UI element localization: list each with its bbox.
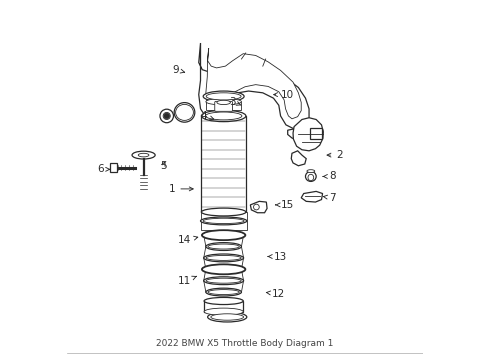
Polygon shape bbox=[288, 127, 316, 141]
Text: 14: 14 bbox=[178, 235, 198, 246]
Polygon shape bbox=[291, 151, 306, 166]
Ellipse shape bbox=[206, 265, 242, 273]
Ellipse shape bbox=[203, 218, 244, 224]
Ellipse shape bbox=[201, 110, 246, 122]
Text: 12: 12 bbox=[267, 289, 286, 299]
Ellipse shape bbox=[204, 254, 244, 262]
Circle shape bbox=[253, 204, 259, 210]
Ellipse shape bbox=[208, 267, 239, 272]
Ellipse shape bbox=[208, 244, 239, 249]
Polygon shape bbox=[250, 201, 267, 213]
Text: 4: 4 bbox=[201, 111, 214, 121]
Ellipse shape bbox=[203, 91, 244, 102]
Ellipse shape bbox=[206, 233, 241, 238]
Text: 1: 1 bbox=[169, 184, 193, 194]
Ellipse shape bbox=[308, 174, 314, 181]
Ellipse shape bbox=[206, 243, 242, 251]
Ellipse shape bbox=[204, 231, 244, 239]
FancyBboxPatch shape bbox=[206, 102, 242, 110]
Text: 13: 13 bbox=[268, 252, 287, 261]
Ellipse shape bbox=[132, 151, 155, 159]
FancyBboxPatch shape bbox=[110, 163, 117, 172]
Ellipse shape bbox=[205, 112, 242, 120]
Polygon shape bbox=[199, 43, 309, 129]
Ellipse shape bbox=[206, 278, 241, 283]
Ellipse shape bbox=[307, 170, 315, 172]
Ellipse shape bbox=[175, 104, 194, 120]
Ellipse shape bbox=[181, 109, 188, 116]
Polygon shape bbox=[206, 48, 301, 119]
Ellipse shape bbox=[178, 107, 191, 118]
Ellipse shape bbox=[200, 217, 247, 225]
Text: 5: 5 bbox=[160, 161, 167, 171]
Text: 3: 3 bbox=[229, 97, 241, 107]
Ellipse shape bbox=[208, 312, 247, 322]
Polygon shape bbox=[301, 192, 322, 202]
Text: 7: 7 bbox=[323, 193, 336, 203]
FancyBboxPatch shape bbox=[215, 102, 233, 111]
FancyBboxPatch shape bbox=[201, 116, 246, 212]
Ellipse shape bbox=[206, 99, 242, 105]
Ellipse shape bbox=[208, 289, 239, 294]
Polygon shape bbox=[293, 118, 323, 151]
Ellipse shape bbox=[206, 256, 241, 260]
Text: 6: 6 bbox=[98, 164, 110, 174]
FancyBboxPatch shape bbox=[204, 301, 243, 312]
Ellipse shape bbox=[202, 264, 245, 274]
Ellipse shape bbox=[211, 314, 244, 320]
FancyBboxPatch shape bbox=[200, 212, 247, 230]
Text: 15: 15 bbox=[275, 200, 294, 210]
Ellipse shape bbox=[206, 93, 241, 100]
Ellipse shape bbox=[305, 171, 316, 181]
Text: 2022 BMW X5 Throttle Body Diagram 1: 2022 BMW X5 Throttle Body Diagram 1 bbox=[156, 339, 334, 348]
Circle shape bbox=[164, 113, 170, 119]
Ellipse shape bbox=[204, 308, 243, 315]
Ellipse shape bbox=[202, 230, 245, 240]
Text: 9: 9 bbox=[172, 65, 185, 75]
Ellipse shape bbox=[174, 103, 195, 122]
FancyBboxPatch shape bbox=[315, 129, 323, 139]
Ellipse shape bbox=[204, 297, 243, 305]
FancyBboxPatch shape bbox=[310, 129, 322, 139]
Ellipse shape bbox=[160, 109, 173, 123]
Ellipse shape bbox=[206, 288, 242, 296]
Text: 11: 11 bbox=[178, 276, 196, 287]
Ellipse shape bbox=[138, 153, 149, 157]
Ellipse shape bbox=[217, 100, 230, 104]
Ellipse shape bbox=[201, 208, 246, 216]
Ellipse shape bbox=[204, 277, 244, 285]
Text: 10: 10 bbox=[274, 90, 294, 100]
Text: 8: 8 bbox=[323, 171, 336, 181]
Text: 2: 2 bbox=[327, 150, 343, 160]
Ellipse shape bbox=[163, 112, 171, 120]
